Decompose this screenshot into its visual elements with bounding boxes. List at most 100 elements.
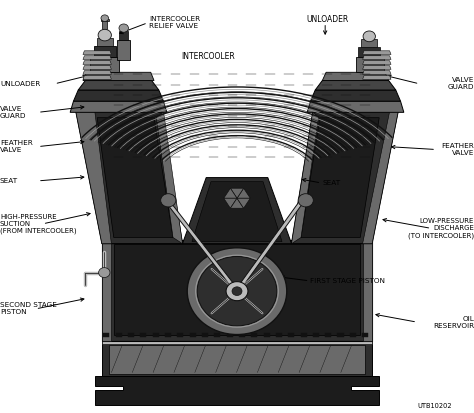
Text: SEAT: SEAT [0, 178, 18, 184]
Polygon shape [192, 182, 282, 242]
Circle shape [98, 29, 111, 41]
Polygon shape [251, 333, 257, 337]
Polygon shape [153, 333, 159, 337]
Circle shape [298, 194, 313, 207]
Polygon shape [350, 333, 356, 337]
Polygon shape [310, 90, 401, 101]
Text: FEATHER
VALVE: FEATHER VALVE [441, 143, 474, 156]
Text: VALVE
GUARD: VALVE GUARD [0, 106, 27, 119]
Polygon shape [97, 38, 113, 46]
Polygon shape [230, 188, 244, 198]
Circle shape [119, 24, 128, 32]
Text: UTB10202: UTB10202 [417, 403, 452, 408]
Polygon shape [83, 76, 111, 79]
Polygon shape [117, 40, 130, 60]
Polygon shape [95, 376, 379, 405]
Polygon shape [119, 31, 128, 40]
Polygon shape [315, 81, 396, 90]
Polygon shape [140, 333, 146, 337]
Polygon shape [202, 333, 208, 337]
Text: FIRST STAGE PISTON: FIRST STAGE PISTON [310, 278, 385, 284]
Polygon shape [116, 333, 122, 337]
Polygon shape [237, 188, 250, 198]
Polygon shape [128, 333, 134, 337]
Text: FEATHER
VALVE: FEATHER VALVE [0, 140, 33, 153]
Polygon shape [90, 57, 118, 72]
Polygon shape [239, 333, 245, 337]
Polygon shape [313, 333, 319, 337]
Polygon shape [70, 101, 167, 112]
Text: OIL
RESERVOIR: OIL RESERVOIR [433, 316, 474, 329]
Polygon shape [264, 333, 270, 337]
Polygon shape [363, 71, 391, 74]
Polygon shape [363, 61, 391, 64]
Polygon shape [363, 112, 398, 244]
Polygon shape [235, 202, 303, 291]
Polygon shape [83, 51, 111, 55]
Polygon shape [102, 240, 372, 341]
Polygon shape [363, 76, 391, 79]
Polygon shape [356, 57, 384, 72]
Polygon shape [76, 112, 182, 244]
Circle shape [197, 256, 277, 326]
Polygon shape [292, 112, 319, 244]
Polygon shape [177, 333, 183, 337]
Polygon shape [227, 333, 233, 337]
Text: LOW-PRESSURE
DISCHARGE
(TO INTERCOOLER): LOW-PRESSURE DISCHARGE (TO INTERCOOLER) [408, 218, 474, 239]
Text: UNLOADER: UNLOADER [306, 15, 348, 24]
Polygon shape [190, 333, 196, 337]
Polygon shape [156, 112, 182, 244]
Polygon shape [83, 61, 111, 64]
Polygon shape [276, 333, 282, 337]
Polygon shape [214, 333, 220, 337]
Polygon shape [73, 90, 164, 101]
Polygon shape [83, 66, 111, 69]
Polygon shape [325, 333, 331, 337]
Circle shape [226, 282, 248, 301]
Polygon shape [224, 188, 237, 198]
Polygon shape [102, 21, 107, 29]
Polygon shape [97, 118, 173, 237]
Polygon shape [165, 333, 171, 337]
Circle shape [101, 15, 109, 21]
Polygon shape [230, 198, 244, 208]
Circle shape [232, 287, 242, 296]
Polygon shape [102, 341, 372, 376]
Text: INTERCOOLER: INTERCOOLER [182, 52, 236, 62]
Text: VALVE
GUARD: VALVE GUARD [447, 77, 474, 90]
Polygon shape [307, 101, 404, 112]
Polygon shape [363, 51, 391, 55]
Polygon shape [362, 333, 368, 337]
Polygon shape [102, 240, 111, 341]
Text: UNLOADER: UNLOADER [0, 81, 40, 87]
Circle shape [363, 31, 375, 42]
Polygon shape [358, 47, 380, 57]
Polygon shape [363, 56, 391, 59]
Text: INTERCOOLER
RELIEF VALVE: INTERCOOLER RELIEF VALVE [149, 16, 201, 29]
Polygon shape [114, 244, 360, 335]
Polygon shape [83, 56, 111, 59]
Polygon shape [224, 198, 237, 208]
Text: HIGH-PRESSURE
SUCTION
(FROM INTERCOOLER): HIGH-PRESSURE SUCTION (FROM INTERCOOLER) [0, 214, 77, 234]
Polygon shape [363, 66, 391, 69]
Polygon shape [322, 72, 389, 81]
Circle shape [187, 248, 287, 335]
Polygon shape [182, 178, 292, 244]
Polygon shape [78, 81, 159, 90]
Polygon shape [94, 46, 116, 57]
Text: SEAT: SEAT [322, 180, 340, 186]
Polygon shape [109, 345, 365, 374]
Circle shape [161, 194, 176, 207]
Polygon shape [237, 198, 250, 208]
Polygon shape [83, 72, 154, 81]
Polygon shape [363, 240, 372, 341]
Polygon shape [103, 333, 109, 337]
Polygon shape [102, 339, 372, 344]
Polygon shape [361, 39, 377, 47]
Text: SECOND STAGE
PISTON: SECOND STAGE PISTON [0, 302, 57, 316]
Polygon shape [301, 118, 379, 237]
Polygon shape [288, 333, 294, 337]
Circle shape [99, 268, 110, 278]
Polygon shape [337, 333, 344, 337]
Polygon shape [292, 112, 398, 244]
